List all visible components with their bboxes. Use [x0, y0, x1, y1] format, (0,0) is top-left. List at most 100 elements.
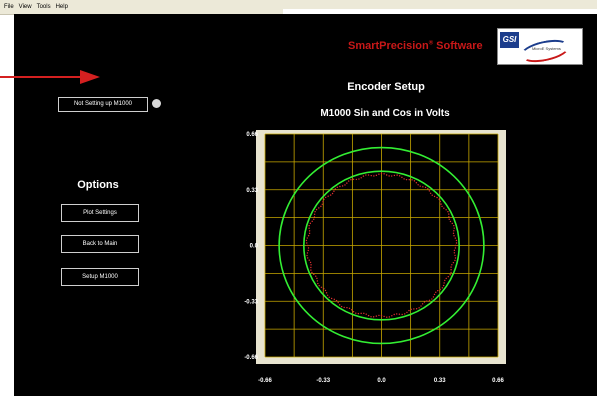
y-tick-label: 0.66	[246, 132, 258, 138]
chart-title: M1000 Sin and Cos in Volts	[320, 108, 450, 119]
data-point	[383, 173, 385, 175]
data-point	[396, 313, 398, 315]
data-point	[339, 185, 341, 188]
data-point	[321, 203, 323, 206]
data-point	[350, 309, 353, 311]
data-point	[305, 239, 308, 242]
plot-settings-button[interactable]: Plot Settings	[61, 204, 139, 222]
data-point	[316, 280, 319, 282]
data-point	[367, 314, 370, 317]
data-point	[320, 205, 322, 208]
data-point	[347, 180, 350, 182]
data-point	[365, 313, 367, 315]
data-point	[307, 244, 309, 247]
annotation-arrow-line	[0, 76, 82, 78]
data-point	[372, 316, 375, 318]
data-point	[450, 271, 452, 274]
x-tick-label: 0.33	[434, 378, 446, 384]
data-point	[344, 184, 346, 186]
data-point	[324, 289, 327, 292]
data-point	[370, 174, 372, 177]
data-point	[306, 237, 308, 239]
data-point	[313, 218, 315, 221]
data-point	[441, 287, 444, 289]
data-point	[313, 216, 316, 218]
data-point	[427, 188, 429, 190]
menu-file[interactable]: File	[4, 4, 14, 10]
menu-help[interactable]: Help	[55, 4, 68, 10]
data-point	[426, 300, 428, 302]
data-point	[388, 175, 390, 177]
data-point	[308, 259, 310, 261]
data-point	[340, 305, 343, 308]
data-point	[435, 291, 437, 293]
data-point	[443, 207, 445, 209]
data-point	[441, 205, 443, 208]
data-point	[307, 234, 310, 237]
data-point	[306, 242, 308, 244]
data-point	[401, 313, 403, 316]
data-point	[311, 271, 313, 274]
x-tick-label: -0.66	[258, 378, 272, 384]
y-tick-label: -0.66	[244, 355, 258, 361]
data-point	[311, 220, 313, 223]
data-point	[318, 285, 320, 287]
data-point	[454, 254, 456, 257]
data-point	[398, 175, 401, 177]
data-point	[438, 198, 440, 200]
data-point	[386, 316, 388, 318]
x-tick-label: 0.66	[492, 378, 504, 384]
data-point	[355, 312, 357, 314]
back-to-main-button[interactable]: Back to Main	[61, 235, 139, 253]
data-point	[391, 175, 393, 177]
data-point	[437, 289, 439, 292]
data-point	[417, 184, 419, 186]
data-point	[316, 277, 318, 280]
data-point	[454, 237, 457, 239]
data-point	[385, 174, 388, 176]
data-point	[352, 310, 355, 313]
data-point	[453, 235, 455, 237]
data-point	[370, 316, 372, 318]
y-tick-label: -0.33	[244, 299, 258, 305]
data-point	[422, 186, 424, 188]
brand-mark: ®	[428, 40, 434, 47]
data-point	[453, 224, 455, 227]
data-point	[448, 218, 450, 221]
data-point	[398, 313, 401, 315]
menu-view[interactable]: View	[18, 4, 32, 10]
data-point	[410, 308, 412, 311]
data-point	[453, 227, 455, 229]
data-point	[324, 196, 327, 199]
data-point	[335, 299, 338, 302]
data-point	[350, 179, 352, 181]
logo-subtitle: MicroE Systems	[532, 46, 561, 51]
data-point	[357, 312, 360, 315]
setup-m1000-button[interactable]: Setup M1000	[61, 268, 139, 286]
data-point	[453, 230, 455, 232]
signal-trace	[305, 172, 458, 318]
y-tick-label: 0.0	[250, 244, 259, 250]
reference-circles	[278, 146, 485, 345]
data-point	[328, 296, 330, 298]
data-point	[329, 194, 332, 196]
data-point	[367, 174, 370, 176]
annotation-arrow-icon	[80, 70, 100, 84]
x-tick-label: 0.0	[377, 378, 386, 384]
data-point	[421, 303, 424, 305]
data-point	[454, 247, 457, 249]
data-point	[315, 275, 317, 277]
data-point	[348, 307, 351, 310]
options-heading: Options	[77, 179, 119, 191]
data-point	[313, 213, 316, 215]
data-point	[451, 222, 453, 225]
page-title: Encoder Setup	[347, 81, 425, 93]
data-point	[433, 293, 436, 296]
brand-name: SmartPrecision	[348, 40, 429, 52]
data-point	[315, 208, 318, 211]
menu-bar: File View Tools Help	[0, 0, 283, 15]
menu-tools[interactable]: Tools	[36, 4, 51, 10]
data-point	[453, 249, 456, 252]
data-point	[408, 179, 410, 181]
data-point	[440, 203, 442, 205]
